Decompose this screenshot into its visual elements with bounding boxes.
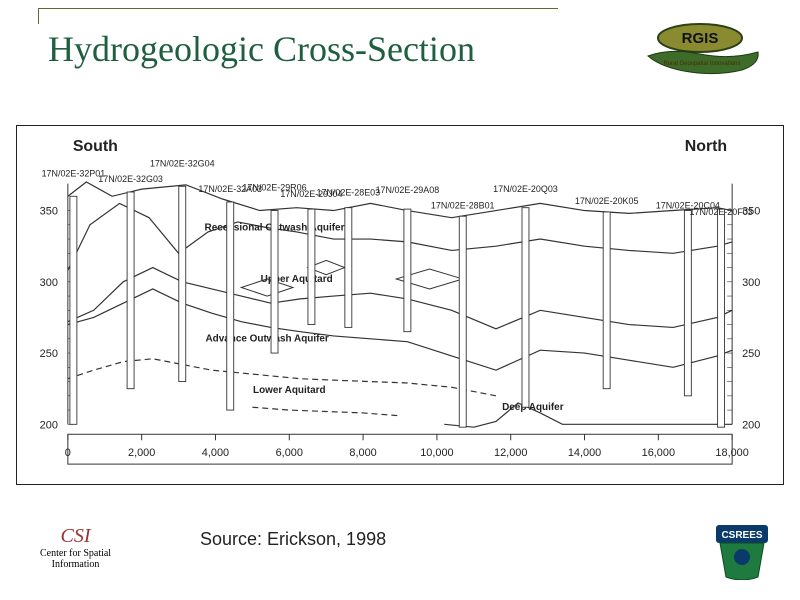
title-rule — [38, 8, 558, 24]
xtick: 18,000 — [715, 447, 748, 459]
well-label-17N/02E-32P01: 17N/02E-32P01 — [42, 168, 106, 178]
well-17N/02E-29J04 — [308, 209, 315, 324]
direction-south: South — [73, 138, 118, 155]
well-17N/02E-32G03 — [127, 192, 134, 389]
layer-upper_aquitard — [68, 268, 732, 329]
ytick-left: 250 — [40, 348, 58, 360]
well-label-17N/02E-28E03: 17N/02E-28E03 — [317, 188, 381, 198]
well-label-17N/02E-20K05: 17N/02E-20K05 — [575, 196, 639, 206]
csi-logo-text: CSI — [40, 525, 111, 548]
xtick: 14,000 — [568, 447, 601, 459]
xtick: 6,000 — [276, 447, 303, 459]
xtick: 12,000 — [494, 447, 527, 459]
ytick-left: 350 — [40, 206, 58, 218]
well-17N/02E-28B01 — [459, 216, 466, 427]
well-label-17N/02E-20Q03: 17N/02E-20Q03 — [493, 184, 558, 194]
rgis-sub: Rural Geospatial Innovations — [663, 61, 740, 67]
well-17N/02E-20C04 — [684, 211, 691, 396]
csrees-label: CSREES — [721, 530, 762, 541]
well-label-17N/02E-32G03: 17N/02E-32G03 — [98, 174, 163, 184]
layer-advance_outwash — [68, 289, 732, 370]
xtick: 0 — [65, 447, 71, 459]
layer-lower_aquitard_2 — [252, 407, 400, 416]
layer-label-advance_outwash: Advance Outwash Aquifer — [205, 334, 328, 345]
well-17N/02E-29R06 — [271, 211, 278, 354]
layer-deep_aquifer — [444, 403, 732, 427]
well-17N/02E-29A08 — [404, 209, 411, 332]
xtick: 2,000 — [128, 447, 155, 459]
source-text: Source: Erickson, 1998 — [200, 529, 386, 550]
well-17N/02E-20F03 — [718, 209, 725, 427]
well-label-17N/02E-29A08: 17N/02E-29A08 — [376, 185, 440, 195]
xtick: 4,000 — [202, 447, 229, 459]
cross-section-frame: SouthNorth200200250250300300350350Recess… — [16, 125, 784, 485]
layer-label-lower_aquitard: Lower Aquitard — [253, 385, 326, 396]
well-17N/02E-20K05 — [603, 212, 610, 389]
well-17N/02E-20Q03 — [522, 208, 529, 408]
page-title: Hydrogeologic Cross-Section — [48, 28, 475, 70]
ytick-right: 250 — [742, 348, 760, 360]
well-17N/02E-28E03 — [345, 208, 352, 328]
well-17N/02E-32G04 — [179, 186, 186, 381]
layer-label-deep_aquifer: Deep Aquifer — [502, 402, 564, 413]
well-17N/02E-32A03 — [227, 202, 234, 410]
csrees-logo: CSREES — [712, 525, 772, 580]
cross-section-svg: SouthNorth200200250250300300350350Recess… — [17, 126, 783, 484]
csi-line2: Information — [40, 559, 111, 570]
xtick: 8,000 — [349, 447, 376, 459]
xtick: 16,000 — [642, 447, 675, 459]
well-label-17N/02E-28B01: 17N/02E-28B01 — [431, 200, 495, 210]
xtick: 10,000 — [420, 447, 453, 459]
ytick-left: 300 — [40, 277, 58, 289]
csi-line1: Center for Spatial — [40, 548, 111, 559]
ytick-right: 300 — [742, 277, 760, 289]
ytick-right: 200 — [742, 419, 760, 431]
csi-block: CSI Center for Spatial Information — [40, 525, 111, 570]
direction-north: North — [685, 138, 727, 155]
rgis-label: RGIS — [682, 30, 719, 47]
ytick-left: 200 — [40, 419, 58, 431]
well-17N/02E-32P01 — [70, 196, 77, 424]
rgis-logo: RGIS Rural Geospatial Innovations — [630, 20, 770, 80]
well-label-17N/02E-32G04: 17N/02E-32G04 — [150, 158, 215, 168]
well-label-17N/02E-20F03: 17N/02E-20F03 — [690, 207, 753, 217]
